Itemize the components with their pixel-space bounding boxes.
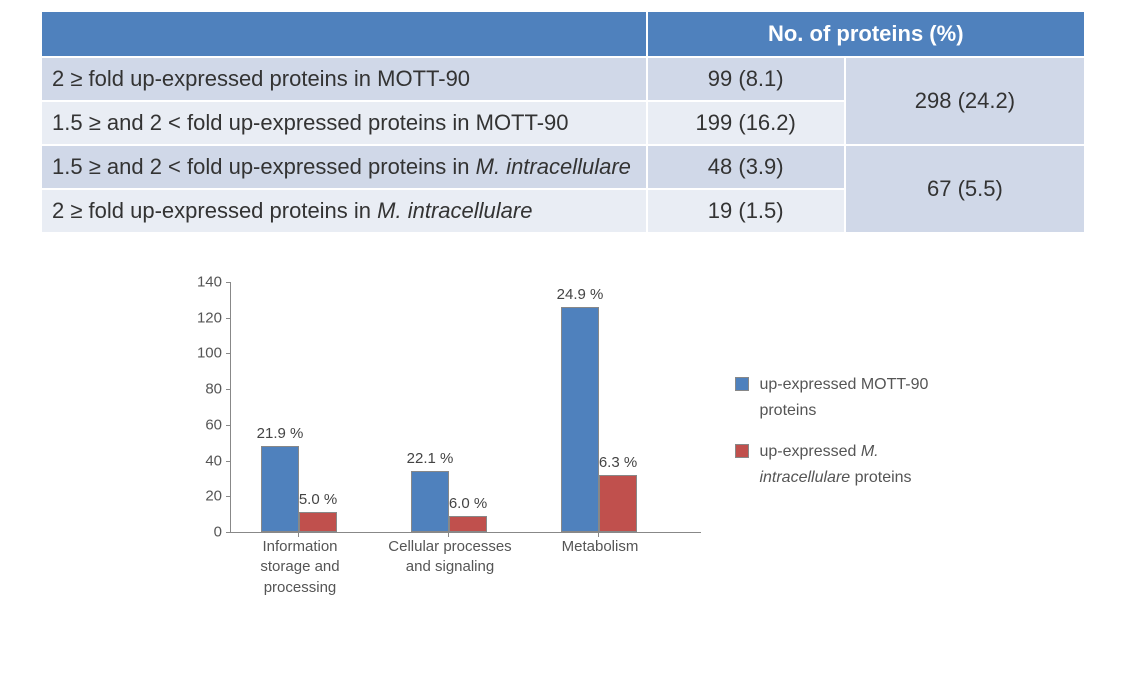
legend-item-series-1: up-expressed MOTT-90 proteins bbox=[735, 372, 969, 423]
bar bbox=[561, 307, 599, 532]
bar-group: 24.9 %6.3 % bbox=[561, 282, 671, 532]
x-axis-category-label: Informationstorage andprocessing bbox=[225, 537, 375, 598]
bar-value-label: 6.0 % bbox=[433, 495, 503, 512]
protein-table: No. of proteins (%) 2 ≥ fold up-expresse… bbox=[40, 10, 1086, 234]
legend-item-series-2: up-expressed M. intracellulare proteins bbox=[735, 439, 969, 490]
bar bbox=[599, 475, 637, 532]
y-axis-tick-label: 140 bbox=[180, 274, 222, 291]
legend-swatch-icon bbox=[735, 444, 749, 458]
legend-label-series-1: up-expressed MOTT-90 proteins bbox=[759, 372, 969, 423]
row-description: 1.5 ≥ and 2 < fold up-expressed proteins… bbox=[41, 145, 647, 189]
table-row: 2 ≥ fold up-expressed proteins in MOTT-9… bbox=[41, 57, 1085, 101]
bar-value-label: 5.0 % bbox=[283, 491, 353, 508]
y-axis-tick-label: 60 bbox=[180, 416, 222, 433]
bar-value-label: 24.9 % bbox=[545, 286, 615, 303]
chart-legend: up-expressed MOTT-90 proteins up-express… bbox=[735, 372, 969, 506]
row-value: 48 (3.9) bbox=[647, 145, 845, 189]
bar-value-label: 21.9 % bbox=[245, 425, 315, 442]
bar bbox=[261, 446, 299, 532]
table-header-row: No. of proteins (%) bbox=[41, 11, 1085, 57]
bar bbox=[449, 516, 487, 532]
y-axis-tick-label: 80 bbox=[180, 381, 222, 398]
bar-value-label: 22.1 % bbox=[395, 450, 465, 467]
row-value: 199 (16.2) bbox=[647, 101, 845, 145]
table-row: 1.5 ≥ and 2 < fold up-expressed proteins… bbox=[41, 145, 1085, 189]
row-value: 99 (8.1) bbox=[647, 57, 845, 101]
row-description: 1.5 ≥ and 2 < fold up-expressed proteins… bbox=[41, 101, 647, 145]
y-axis-tick-label: 40 bbox=[180, 452, 222, 469]
page-root: No. of proteins (%) 2 ≥ fold up-expresse… bbox=[0, 0, 1126, 678]
row-description: 2 ≥ fold up-expressed proteins in M. int… bbox=[41, 189, 647, 233]
bar-group: 21.9 %5.0 % bbox=[261, 282, 371, 532]
header-proteins: No. of proteins (%) bbox=[647, 11, 1085, 57]
row-description: 2 ≥ fold up-expressed proteins in MOTT-9… bbox=[41, 57, 647, 101]
legend-swatch-icon bbox=[735, 377, 749, 391]
row-merged-total: 67 (5.5) bbox=[845, 145, 1085, 233]
chart-plot-area: 21.9 %5.0 %22.1 %6.0 %24.9 %6.3 % bbox=[230, 282, 701, 533]
y-axis-tick-label: 20 bbox=[180, 488, 222, 505]
bar-group: 22.1 %6.0 % bbox=[411, 282, 521, 532]
table-body: 2 ≥ fold up-expressed proteins in MOTT-9… bbox=[41, 57, 1085, 233]
bar-chart: 21.9 %5.0 %22.1 %6.0 %24.9 %6.3 % 020406… bbox=[180, 282, 1010, 642]
row-merged-total: 298 (24.2) bbox=[845, 57, 1085, 145]
y-axis-tick-label: 120 bbox=[180, 309, 222, 326]
bar bbox=[299, 512, 337, 532]
header-blank bbox=[41, 11, 647, 57]
y-axis-tick-label: 100 bbox=[180, 345, 222, 362]
bar-value-label: 6.3 % bbox=[583, 454, 653, 471]
x-axis-category-label: Cellular processesand signaling bbox=[375, 537, 525, 578]
y-axis-tick-label: 0 bbox=[180, 524, 222, 541]
x-axis-category-label: Metabolism bbox=[525, 537, 675, 557]
row-value: 19 (1.5) bbox=[647, 189, 845, 233]
legend-label-series-2: up-expressed M. intracellulare proteins bbox=[759, 439, 969, 490]
